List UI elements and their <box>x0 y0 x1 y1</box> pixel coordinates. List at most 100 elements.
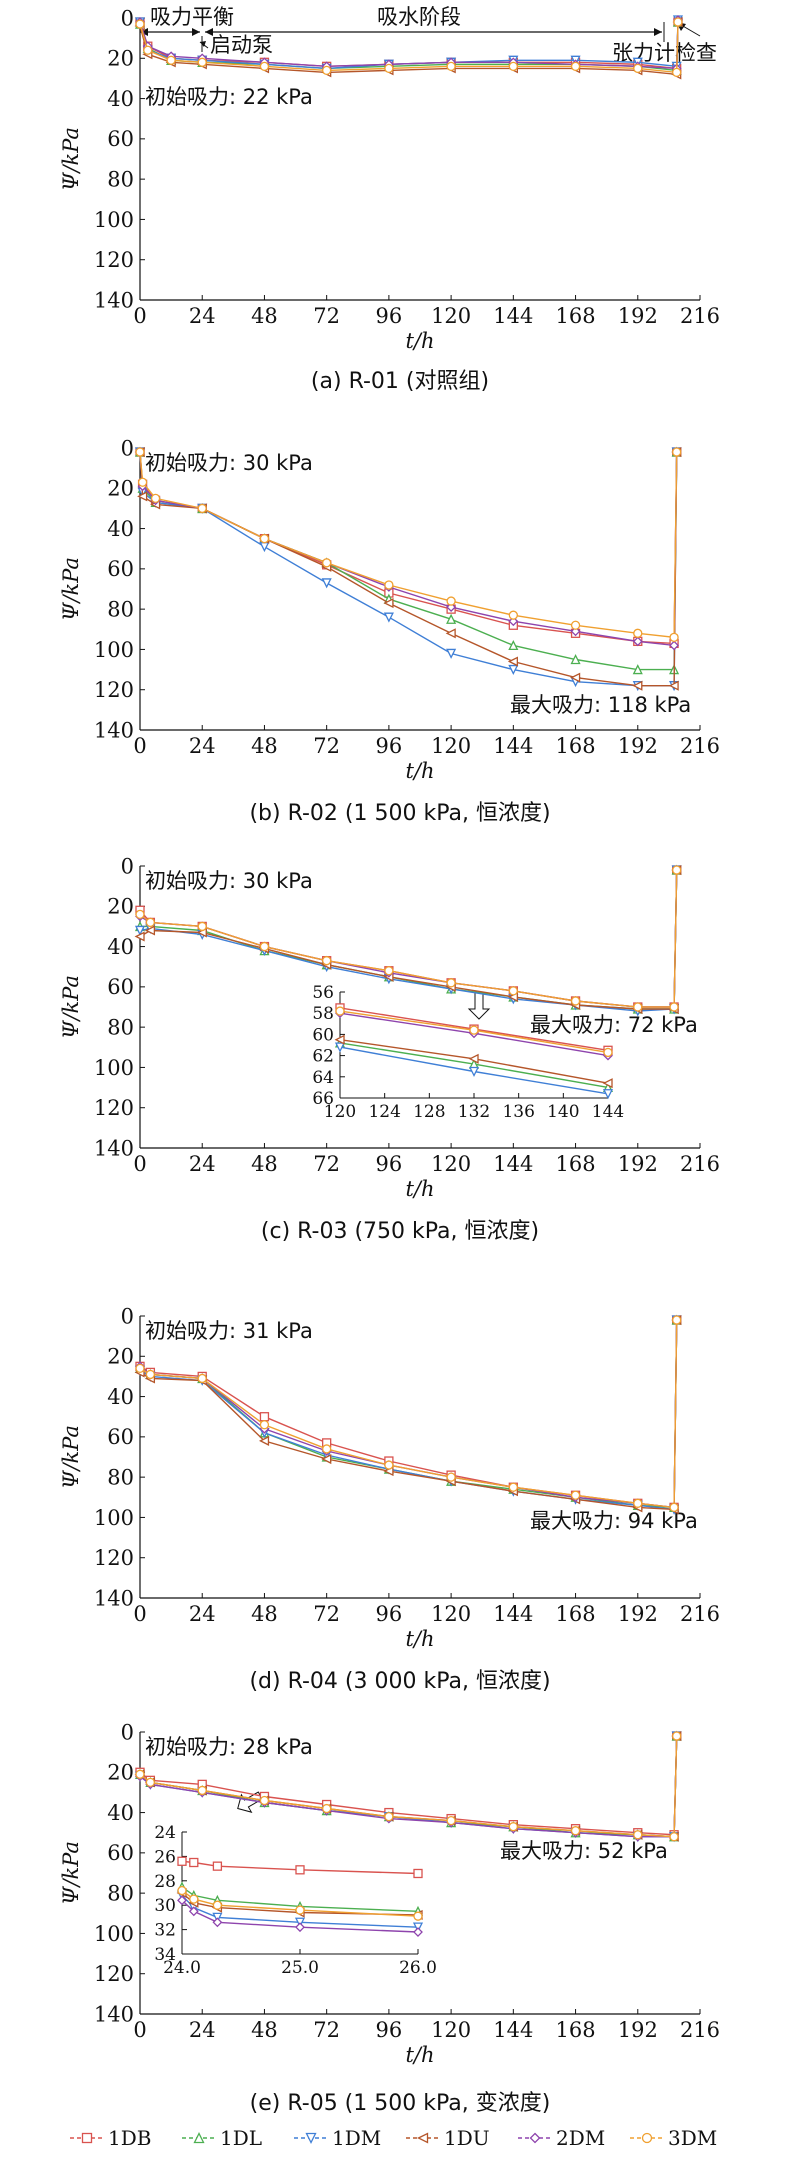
data-point-3DM <box>669 632 679 642</box>
legend-marker-1DM <box>305 2132 317 2144</box>
x-tick-label-a: 96 <box>376 304 403 328</box>
y-tick-label-a: 60 <box>107 127 134 151</box>
data-point-3DM <box>669 1502 679 1513</box>
x-tick-label-d: 24 <box>189 1602 216 1626</box>
data-point-3DM <box>166 55 176 65</box>
data-point-3DM <box>384 1460 394 1470</box>
data-point-1DU <box>321 1453 332 1465</box>
data-point-3DM <box>197 921 207 932</box>
x-tick-label-b: 144 <box>493 734 533 758</box>
data-point-3DM <box>672 67 682 78</box>
x-tick-label-d: 144 <box>493 1602 533 1626</box>
y-axis-label-b: Ψ/kPa <box>59 557 83 621</box>
x-tick-label-d: 96 <box>376 1602 403 1626</box>
data-point-1DM <box>134 925 146 936</box>
data-point-3DM <box>446 61 456 71</box>
data-point-1DB <box>413 1868 423 1879</box>
data-point-3DM <box>508 1822 518 1832</box>
y-axis-label-e: Ψ/kPa <box>59 1841 83 1905</box>
data-point-3DM <box>669 1832 679 1842</box>
caption-d: (d) R-04 (3 000 kPa, 恒浓度) <box>249 1669 550 1694</box>
data-point-3DM <box>259 61 270 71</box>
y-tick-label-b: 0 <box>121 436 134 460</box>
annotation-e-initial-suction: 初始吸力: 28 kPa <box>145 1735 313 1759</box>
x-tick-label-e: 0 <box>133 2018 146 2042</box>
data-point-2DM <box>177 1895 187 1906</box>
y-tick-label-d: 20 <box>107 1345 134 1369</box>
data-point-1DU <box>144 925 156 936</box>
data-point-1DU <box>570 672 581 683</box>
x-tick-label-a: 216 <box>680 304 720 328</box>
data-point-2DM <box>188 1906 199 1917</box>
series-line-1DU <box>139 869 678 1010</box>
y-tick-label-e: 100 <box>94 1922 134 1946</box>
x-tick-label-d: 0 <box>133 1602 146 1626</box>
data-point-3DM <box>259 941 270 952</box>
data-point-1DU <box>334 1034 345 1045</box>
y-tick-label-a: 40 <box>107 87 134 111</box>
data-point-3DM <box>603 1047 613 1058</box>
data-point-1DU <box>632 680 643 691</box>
data-point-3DM <box>197 1785 207 1796</box>
x-tick-label-e: 48 <box>251 2018 278 2042</box>
annotation-a-water-absorption: 吸水阶段 <box>377 5 461 29</box>
data-point-3DM <box>508 61 518 71</box>
annotation-a-tensiometer-check: 张力计检查 <box>612 41 717 65</box>
y-tick-label-c: 40 <box>107 935 134 959</box>
y-tick-label-c: 80 <box>107 1015 134 1039</box>
data-point-3DM <box>197 503 207 514</box>
x-tick-label-a: 120 <box>431 304 471 328</box>
annotation-c-initial-suction: 初始吸力: 30 kPa <box>145 869 313 893</box>
annotation-c-max-suction: 最大吸力: 72 kPa <box>530 1013 698 1037</box>
data-point-3DM <box>508 1482 518 1492</box>
y-tick-label-d: 140 <box>94 1586 134 1610</box>
series-line-1DM <box>139 869 678 1012</box>
y-tick-label-e-inset: 28 <box>154 1872 176 1892</box>
data-point-1DL <box>632 664 643 675</box>
x-tick-label-e: 120 <box>431 2018 471 2042</box>
data-point-3DM <box>143 45 153 55</box>
data-point-3DM <box>633 1830 643 1840</box>
data-point-2DM <box>632 636 643 647</box>
annotation-d-max-suction: 最大吸力: 94 kPa <box>530 1509 698 1533</box>
inset-arrow-c <box>467 992 491 1020</box>
y-tick-label-c: 60 <box>107 975 134 999</box>
x-tick-label-b: 48 <box>251 734 278 758</box>
annotation-e-max-suction: 最大吸力: 52 kPa <box>500 1839 668 1863</box>
data-point-3DM <box>446 596 456 606</box>
caption-e: (e) R-05 (1 500 kPa, 变浓度) <box>250 2091 551 2116</box>
y-tick-label-b: 80 <box>107 597 134 621</box>
data-point-3DM <box>145 1369 156 1380</box>
panel-d-annotations: 初始吸力: 31 kPa 最大吸力: 94 kPa <box>145 1319 698 1533</box>
annotation-d-initial-suction: 初始吸力: 31 kPa <box>145 1319 313 1343</box>
data-point-3DM <box>145 917 156 928</box>
data-point-3DM <box>672 865 682 875</box>
panel-c-annotations: 初始吸力: 30 kPa 最大吸力: 72 kPa <box>145 869 698 1037</box>
x-tick-label-c: 120 <box>431 1152 471 1176</box>
x-tick-label-c-inset: 124 <box>368 1102 400 1122</box>
data-point-3DM <box>322 1444 332 1454</box>
data-point-3DM <box>570 620 581 630</box>
x-axis-label-b: t/h <box>405 759 434 783</box>
y-tick-label-c-inset: 62 <box>312 1047 334 1067</box>
legend-label-1DU: 1DU <box>444 2126 490 2150</box>
data-point-3DM <box>212 1900 223 1910</box>
data-point-3DM <box>259 1795 270 1806</box>
data-point-1DB <box>189 1857 199 1868</box>
y-tick-label-e-inset: 26 <box>154 1847 176 1867</box>
x-tick-label-a: 144 <box>493 304 533 328</box>
data-point-3DM <box>335 1006 345 1016</box>
y-tick-label-e-inset: 32 <box>154 1921 176 1941</box>
y-tick-label-d: 40 <box>107 1385 134 1409</box>
y-tick-label-d: 60 <box>107 1425 134 1449</box>
data-point-3DM <box>672 447 682 457</box>
data-point-3DM <box>145 1777 156 1788</box>
y-tick-label-e: 0 <box>121 1720 134 1744</box>
data-point-1DL <box>446 613 457 624</box>
series-line-1DU <box>139 1319 678 1511</box>
y-tick-label-e: 60 <box>107 1841 134 1865</box>
x-tick-label-c-inset: 140 <box>547 1102 579 1122</box>
data-point-1DM <box>508 664 519 676</box>
